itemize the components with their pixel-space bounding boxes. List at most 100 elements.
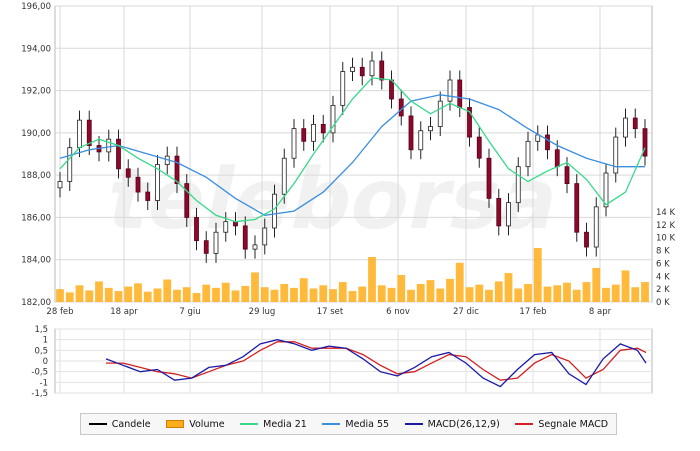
macd-signal-line [106,341,647,381]
candle-up [57,181,63,189]
media55-line [59,94,645,216]
volume-bar [514,288,523,302]
volume-bar [407,289,415,302]
volume-bar [134,283,142,302]
candle-up [369,60,375,77]
candle-down [398,98,404,117]
candle-up [437,100,443,127]
candle-up [272,193,277,229]
macd-tick-label: -1,5 [31,389,48,399]
volume-tick-label: 2 K [656,285,670,295]
macd-panel: 1,510,50-0,5-1-1,5 [31,325,653,399]
candle-down [320,124,326,134]
volume-bar [592,267,601,302]
volume-bar [572,289,581,302]
candle-down [389,79,394,100]
price-tick-label: 196,00 [21,2,51,12]
legend-swatch-volume [166,420,185,428]
candle-down [135,176,141,193]
candle-down [476,136,482,159]
x-tick-label: 28 feb [46,307,73,317]
candle-down [194,217,199,242]
volume-tick-label: 12 K [656,221,676,231]
volume-bar [270,289,279,302]
volume-bar [251,272,259,302]
price-tick-label: 186,00 [21,213,51,223]
volume-bar [202,284,211,302]
candle-down [632,117,638,130]
candle-down [486,157,492,199]
volume-bar [426,280,435,302]
volume-bar [504,273,513,302]
candle-down [408,115,414,151]
volume-bar [309,288,318,302]
candle-up [281,157,287,195]
volume-bar [143,291,152,302]
legend-item-candele: Candele [88,419,151,430]
volume-bar [465,287,474,302]
legend-item-signal: Segnale MACD [515,419,608,430]
macd-tick-label: 0,5 [34,346,48,356]
legend-swatch-media21 [240,423,259,425]
candle-down [554,149,560,168]
candle-up [515,166,521,204]
volume-bar [299,278,308,302]
media21-line [59,77,646,223]
volume-bar [621,270,630,302]
x-tick-label: 17 set [317,307,344,317]
volume-bar [543,286,552,302]
volume-bar [533,248,542,302]
macd-line [105,339,647,388]
price-tick-label: 192,00 [21,87,51,97]
x-tick-label: 17 feb [519,307,546,317]
candle-up [311,124,316,142]
x-tick-label: 7 giu [179,307,200,317]
volume-bar [319,285,328,302]
legend-label-volume: Volume [189,418,225,430]
candle-down [467,107,472,138]
price-tick-label: 182,00 [21,298,51,308]
candle-up [106,138,112,153]
candle-up [252,244,258,250]
candle-down [642,128,648,157]
candle-up [525,140,531,168]
legend-swatch-media55 [322,423,341,425]
volume-bar [358,286,367,302]
legend-item-volume: Volume [166,418,225,430]
volume-bar [114,291,123,302]
volume-bar [260,287,269,302]
legend-swatch-macd [404,423,423,425]
volume-tick-label: 6 K [656,259,670,269]
candle-up [67,147,73,182]
candle-down [184,183,190,218]
candle-up [262,227,268,246]
candle-up [340,71,346,106]
volume-bar [602,287,610,302]
volume-bar [104,287,113,302]
macd-tick-label: -0,5 [31,368,48,378]
volume-bar [192,293,201,302]
volume-bar [485,289,493,302]
volume-bar [368,257,376,302]
volume-bar [377,285,386,302]
legend: Candele Volume Media 21 Media 55 MACD(26,12,… [80,413,617,435]
x-tick-label: 6 nov [386,307,410,317]
volume-tick-label: 4 K [656,272,670,282]
legend-swatch-signal [515,423,534,425]
price-panel: 196,00 194,00 192,00 190,00 188,00 186,00 184,… [21,2,675,317]
volume-tick-label: 14 K [656,208,676,218]
volume-bar [85,290,94,302]
legend-swatch-candele [88,423,107,425]
volume-bar [611,284,620,302]
candle-up [447,79,453,102]
volume-bar [436,288,445,302]
volume-bar [582,282,591,302]
volume-bar [95,281,103,302]
volume-bar [641,282,649,302]
candle-up [291,128,297,159]
volume-bar [494,281,503,302]
candle-up [418,130,424,151]
candle-up [350,66,355,72]
x-tick-label: 29 lug [249,307,276,317]
volume-tick-label: 8 K [656,247,670,257]
